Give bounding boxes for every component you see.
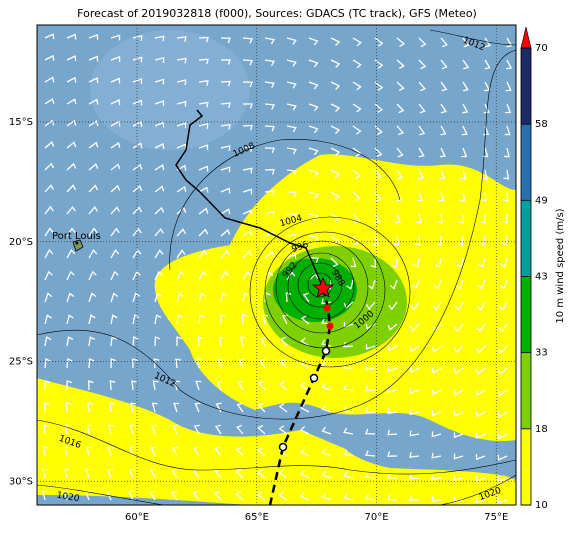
lat-label: 15°S: [9, 117, 33, 128]
lat-label: 25°S: [9, 357, 33, 368]
colorbar-label: 10 m wind speed (m/s): [555, 208, 566, 323]
contour-label: 1020: [56, 491, 81, 505]
colorbar-segment: [521, 352, 531, 429]
colorbar-tick-label: 33: [535, 348, 548, 359]
colorbar-segment: [521, 200, 531, 277]
colorbar-segment: [521, 124, 531, 201]
lat-label: 30°S: [9, 476, 33, 487]
colorbar-tick-label: 10: [535, 500, 548, 511]
lon-label: 70°E: [364, 512, 388, 523]
city-label: Port Louis: [52, 231, 101, 242]
map-area: [37, 25, 516, 505]
wind-barbs: [41, 33, 513, 504]
colorbar-segment: [521, 48, 531, 125]
colorbar-segment: [521, 276, 531, 353]
colorbar-tick-label: 70: [535, 43, 548, 54]
lon-label: 60°E: [125, 512, 149, 523]
colorbar-tick-label: 43: [535, 272, 548, 283]
lon-label: 75°E: [484, 512, 508, 523]
colorbar-tick-label: 18: [535, 424, 548, 435]
colorbar-segment: [521, 428, 531, 505]
lat-label: 20°S: [9, 237, 33, 248]
title: Forecast of 2019032818 (f000), Sources: …: [77, 7, 477, 20]
colorbar-tick-label: 58: [535, 119, 548, 130]
lon-label: 65°E: [245, 512, 269, 523]
colorbar-extend: [520, 26, 532, 49]
colorbar-tick-label: 49: [535, 195, 548, 206]
